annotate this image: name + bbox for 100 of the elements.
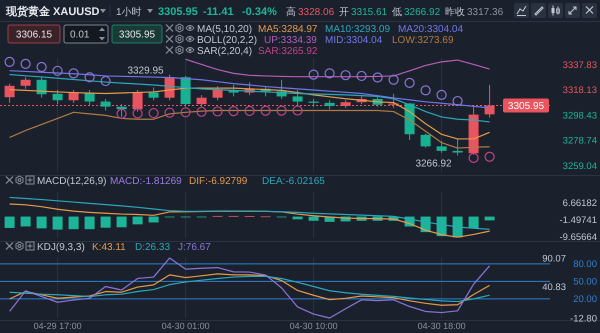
y-tick-label: -9.65664: [559, 232, 597, 244]
y-tick-label: 80.00: [573, 259, 597, 270]
text: -11.41: [203, 6, 234, 18]
text: K:43.11: [92, 242, 126, 253]
point: [292, 105, 303, 116]
point: [116, 108, 127, 119]
candlestick: [436, 140, 447, 154]
annotation: 3266.92: [415, 158, 452, 170]
text: 3317.36: [467, 7, 504, 18]
candlestick: [116, 104, 127, 118]
y-tick-label: 20.00: [573, 294, 597, 306]
candlestick: [100, 98, 111, 112]
x-tick-label: 04-30 01:00: [162, 321, 210, 331]
candlestick: [4, 83, 15, 104]
line-series: [9, 257, 490, 319]
point: [420, 85, 431, 96]
point: [228, 106, 239, 116]
ref-line-label: 3305.95: [508, 100, 545, 112]
point: [4, 56, 15, 67]
point: [36, 62, 47, 72]
candlestick: [20, 76, 31, 90]
point: [68, 68, 79, 78]
point: [388, 74, 399, 85]
text: 低: [392, 7, 402, 18]
y-tick-label: 3259.04: [562, 160, 597, 172]
point: [164, 108, 175, 118]
text: -0.34%: [242, 6, 278, 18]
text: MA(5,10,20): [197, 24, 252, 35]
text: MA10:3293.09: [325, 24, 390, 35]
candlestick: [452, 138, 463, 156]
point: [100, 76, 111, 86]
series-label: SAR:3265.92: [258, 46, 318, 57]
text: DIF:-6.92799: [189, 176, 248, 187]
text: 1小时: [116, 6, 142, 18]
point: [340, 70, 351, 80]
text: BOLL(20,2,2): [197, 35, 258, 46]
y-tick-label: 3337.83: [562, 60, 597, 71]
text: KDJ(9,3,3): [37, 242, 85, 253]
point: [180, 107, 191, 118]
text: MID:3304.04: [325, 35, 383, 46]
line-series: [9, 196, 490, 230]
text: 3266.92: [404, 7, 441, 18]
x-tick-label: 04-30 10:00: [290, 321, 338, 331]
point: [260, 106, 271, 116]
text: 3306.15: [16, 30, 53, 40]
line-series: [9, 74, 490, 123]
y-tick-label: 3278.74: [562, 136, 597, 147]
point: [52, 66, 63, 76]
text: UP:3334.39: [264, 35, 318, 46]
text: 开: [339, 7, 349, 18]
text: 昨收: [445, 6, 465, 18]
x-tick-label: 04-30 18:00: [418, 321, 466, 331]
point: [196, 106, 207, 117]
candlestick: [68, 90, 79, 104]
candlestick: [420, 133, 431, 148]
point: [244, 106, 255, 116]
text: 90.07: [542, 253, 566, 264]
point: [324, 68, 335, 78]
candlestick: [212, 86, 223, 101]
point: [452, 96, 463, 106]
text: 高: [286, 6, 296, 18]
chart-title: 现货黄金 XAUUSD: [5, 5, 100, 18]
text: MACD:-1.81269: [110, 176, 182, 187]
point: [484, 152, 495, 162]
series-label: J:76.67: [178, 242, 212, 253]
y-tick-label: 3318.13: [562, 85, 597, 96]
text: MA5:3284.97: [258, 24, 318, 35]
text: 3328.06: [298, 7, 335, 18]
point: [372, 72, 383, 83]
text: MA20:3304.04: [398, 24, 464, 35]
annotation: 3329.95: [127, 66, 164, 77]
text: LOW:3273.69: [392, 35, 454, 46]
y-tick-label: 50.00: [573, 276, 597, 288]
point: [84, 72, 95, 82]
text: 3305.95: [118, 30, 156, 40]
point: [148, 108, 159, 118]
y-tick-label: 3298.43: [562, 110, 597, 122]
y-tick-label: -1.49741: [559, 215, 597, 226]
candlestick: [148, 86, 159, 101]
point: [20, 58, 31, 69]
point: [276, 106, 287, 116]
text: D:26.33: [135, 242, 170, 253]
point: [132, 108, 143, 118]
point: [308, 70, 319, 80]
point: [356, 70, 367, 82]
text: 0.01: [70, 30, 90, 40]
candlestick: [52, 90, 63, 105]
y-tick-label: -12.80: [570, 313, 597, 324]
point: [468, 152, 479, 164]
text: 3305.95: [158, 6, 198, 18]
x-tick-label: 04-29 17:00: [34, 321, 82, 331]
text: SAR(2,20,4): [197, 46, 252, 57]
point: [436, 90, 447, 100]
y-tick-label: 6.66182: [562, 198, 597, 209]
text: 40.83: [542, 282, 566, 294]
text: 3315.61: [351, 7, 388, 18]
point: [212, 106, 223, 117]
text: MACD(12,26,9): [37, 176, 106, 187]
text: DEA:-6.02165: [262, 176, 326, 187]
point: [404, 78, 415, 88]
